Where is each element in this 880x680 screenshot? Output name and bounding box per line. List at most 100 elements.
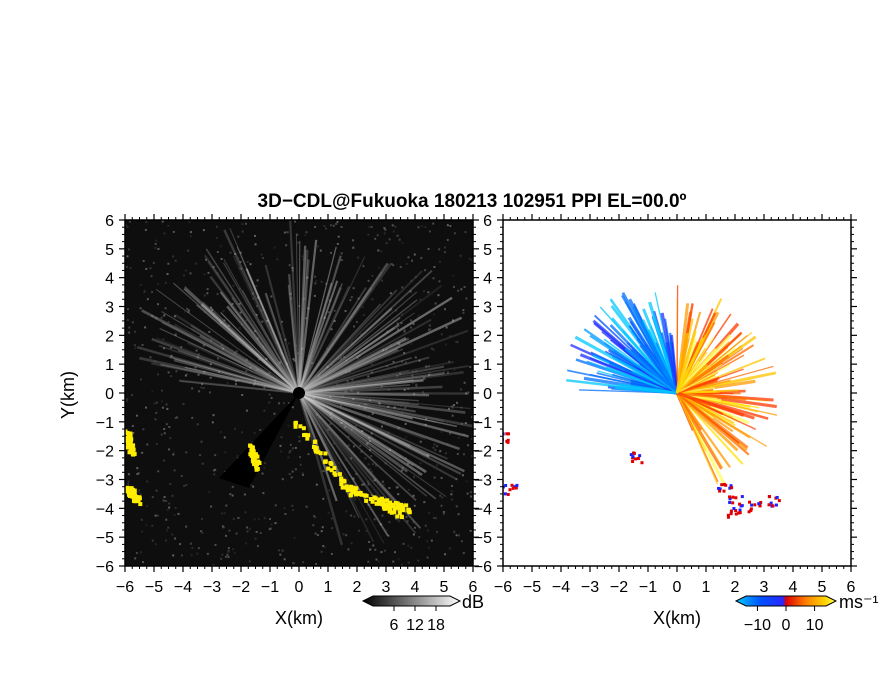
noise-speck [182, 274, 185, 277]
noise-speck [326, 366, 329, 369]
noise-speck [397, 346, 400, 349]
noise-speck [330, 416, 333, 419]
noise-speck [368, 449, 371, 452]
noise-speck [329, 224, 332, 227]
strong-echo-cell [406, 507, 411, 512]
velocity-edge-cell [507, 432, 511, 436]
noise-speck [438, 280, 441, 283]
noise-speck [141, 343, 144, 346]
noise-speck [368, 399, 371, 402]
strong-echo-cell [313, 449, 318, 454]
noise-speck [319, 249, 322, 252]
noise-speck [368, 415, 371, 418]
noise-speck [423, 377, 426, 380]
backscatter-ray [297, 259, 310, 394]
backscatter-ray [241, 289, 300, 394]
noise-speck [201, 531, 204, 534]
noise-speck [169, 346, 172, 349]
noise-speck [426, 540, 429, 543]
noise-speck [424, 524, 427, 527]
noise-speck [321, 526, 324, 529]
noise-speck [339, 405, 342, 408]
strong-echo-cell [125, 486, 129, 491]
noise-speck [392, 360, 395, 363]
strong-echo-cell [392, 510, 397, 515]
noise-speck [210, 339, 213, 342]
velocity-edge-cell [506, 492, 510, 496]
backscatter-ray [226, 305, 300, 394]
velocity-edge-cell [771, 504, 775, 508]
velocity-edge-cell [631, 460, 635, 464]
noise-speck [412, 475, 415, 478]
strong-echo-cell [298, 424, 303, 429]
backscatter-ray [298, 392, 416, 413]
backscatter-ray [298, 246, 337, 394]
noise-speck [226, 553, 229, 556]
noise-speck [304, 234, 307, 237]
noise-speck [265, 373, 268, 376]
strong-echo-cell [125, 445, 130, 450]
velocity-edge-cell [728, 495, 732, 499]
noise-speck [289, 292, 292, 295]
noise-speck [432, 446, 435, 449]
backscatter-ray [298, 256, 366, 394]
noise-speck [460, 388, 463, 391]
noise-speck [433, 443, 436, 446]
noise-speck [356, 356, 359, 359]
noise-speck [190, 554, 193, 557]
noise-speck [241, 431, 244, 434]
noise-speck [452, 274, 455, 277]
noise-speck [296, 380, 299, 383]
noise-speck [453, 530, 456, 533]
backscatter-ray [264, 292, 301, 394]
noise-speck [462, 552, 465, 555]
noise-speck [144, 228, 147, 231]
noise-speck [127, 473, 130, 476]
strong-echo-cell [397, 506, 402, 511]
noise-speck [376, 234, 379, 237]
noise-speck [320, 530, 323, 533]
noise-speck [302, 473, 305, 476]
noise-speck [295, 344, 298, 347]
noise-speck [237, 257, 240, 260]
noise-speck [156, 303, 159, 306]
noise-speck [134, 557, 137, 560]
noise-speck [418, 359, 421, 362]
noise-speck [364, 457, 367, 460]
velocity-ray [676, 363, 709, 395]
noise-speck [238, 327, 241, 330]
noise-speck [425, 417, 428, 420]
noise-speck [461, 474, 464, 477]
velocity-edge-cell [510, 483, 514, 487]
noise-speck [405, 516, 408, 519]
backscatter-ray [298, 385, 443, 395]
noise-speck [298, 440, 301, 443]
noise-speck [223, 319, 226, 322]
noise-speck [351, 342, 354, 345]
noise-speck [223, 436, 226, 439]
noise-speck [288, 264, 291, 267]
noise-speck [170, 354, 173, 357]
backscatter-ray [288, 274, 301, 394]
backscatter-ray [298, 391, 466, 414]
noise-speck [283, 231, 286, 234]
right-x-axis-label: X(km) [653, 608, 701, 628]
noise-speck [235, 350, 238, 353]
right-y-tick-label: −5 [474, 530, 492, 547]
noise-speck [438, 248, 441, 251]
noise-speck [254, 537, 257, 540]
noise-speck [144, 326, 147, 329]
velocity-edge-cell [740, 504, 744, 508]
backscatter-ray [298, 378, 424, 395]
noise-speck [136, 467, 139, 470]
noise-speck [362, 265, 365, 268]
noise-speck [161, 220, 164, 223]
noise-speck [197, 373, 200, 376]
noise-speck [435, 464, 438, 467]
noise-speck [266, 319, 269, 322]
backscatter-ray [141, 309, 300, 395]
strong-echo-cell [132, 451, 137, 456]
left-y-tick-label: −2 [96, 444, 114, 461]
strong-echo-cell [293, 420, 298, 425]
